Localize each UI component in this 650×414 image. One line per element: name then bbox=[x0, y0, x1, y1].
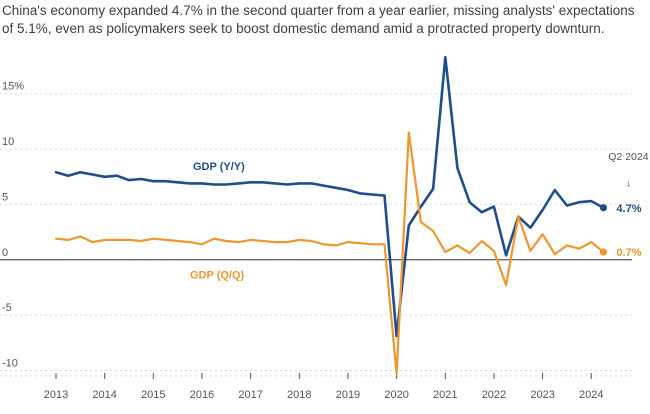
x-tick-label: 2018 bbox=[287, 389, 311, 401]
series-label-gdp-yy: GDP (Y/Y) bbox=[193, 161, 245, 173]
end-label-gdp-qq: 0.7% bbox=[616, 247, 641, 259]
y-tick-label: 15% bbox=[2, 81, 24, 93]
y-tick-label: 5 bbox=[2, 191, 8, 203]
down-arrow-icon: ↓ bbox=[626, 178, 631, 190]
y-tick-label: 10 bbox=[2, 136, 14, 148]
x-tick-label: 2022 bbox=[482, 389, 506, 401]
series-layer bbox=[54, 55, 608, 375]
end-label-gdp-yy: 4.7% bbox=[616, 203, 641, 215]
x-tick-label: 2014 bbox=[92, 389, 116, 401]
grid-layer bbox=[0, 93, 632, 377]
series-line-gdp-yy bbox=[54, 55, 605, 338]
x-tick-labels: 2013 2014 2015 2016 2017 2018 2019 2020 2021 2022… bbox=[44, 373, 604, 401]
x-tick-label: 2020 bbox=[384, 389, 408, 401]
x-tick-label: 2023 bbox=[530, 389, 554, 401]
y-tick-labels: 15% 10 5 0 -5 -10 bbox=[2, 81, 24, 370]
x-tick-label: 2013 bbox=[44, 389, 68, 401]
y-tick-label: -10 bbox=[2, 357, 18, 369]
endpoint-marker-gdp-yy bbox=[599, 204, 608, 212]
series-label-gdp-qq: GDP (Q/Q) bbox=[190, 270, 245, 282]
x-tick-label: 2016 bbox=[190, 389, 214, 401]
y-tick-label: 0 bbox=[2, 247, 8, 259]
chart-subtitle: China's economy expanded 4.7% in the sec… bbox=[2, 3, 635, 36]
x-tick-label: 2024 bbox=[579, 389, 603, 401]
x-tick-label: 2017 bbox=[238, 389, 262, 401]
series-line-gdp-qq bbox=[54, 131, 605, 375]
x-tick-label: 2019 bbox=[336, 389, 360, 401]
endpoint-marker-gdp-qq bbox=[599, 248, 608, 256]
y-tick-label: -5 bbox=[2, 302, 12, 314]
x-tick-label: 2015 bbox=[141, 389, 165, 401]
q2-2024-callout: Q2 2024 bbox=[608, 151, 648, 163]
x-tick-label: 2021 bbox=[433, 389, 457, 401]
series-labels: GDP (Y/Y) GDP (Q/Q) 4.7% 0.7% Q2 2024 ↓ bbox=[190, 151, 649, 281]
